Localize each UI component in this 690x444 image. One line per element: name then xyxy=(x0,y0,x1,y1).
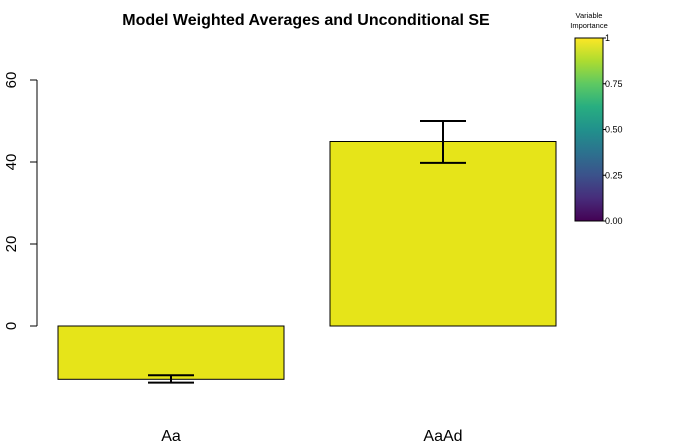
x-category-label: AaAd xyxy=(423,428,462,444)
legend-tick-label: 0.00 xyxy=(605,216,623,226)
bar-aaad xyxy=(329,141,557,327)
y-tick-label: 0 xyxy=(3,322,20,330)
legend-tick-label: 0.50 xyxy=(605,125,623,135)
bar-aa xyxy=(57,325,285,380)
y-axis: 0 20 40 60 xyxy=(3,72,38,330)
category-labels: Aa AaAd xyxy=(161,428,462,444)
legend-tick-label: 0.75 xyxy=(605,79,623,89)
legend-tick-label: 1 xyxy=(605,33,610,43)
chart-title: Model Weighted Averages and Unconditiona… xyxy=(122,12,490,29)
legend-title-line2: Importance xyxy=(570,21,608,30)
legend-tick-label: 0.25 xyxy=(605,170,623,180)
y-tick-label: 20 xyxy=(3,236,20,253)
error-bars-group xyxy=(148,120,466,384)
bars-group xyxy=(57,141,557,380)
y-tick-label: 60 xyxy=(3,72,20,89)
colorbar xyxy=(574,37,604,222)
colorbar-ticks: 0.00 0.25 0.50 0.75 1 xyxy=(603,33,623,226)
legend-title-line1: Variable xyxy=(576,11,603,20)
y-tick-label: 40 xyxy=(3,154,20,171)
x-category-label: Aa xyxy=(161,428,181,444)
colorbar-legend: Variable Importance 0.00 0.25 0.50 0.75 1 xyxy=(570,11,622,226)
